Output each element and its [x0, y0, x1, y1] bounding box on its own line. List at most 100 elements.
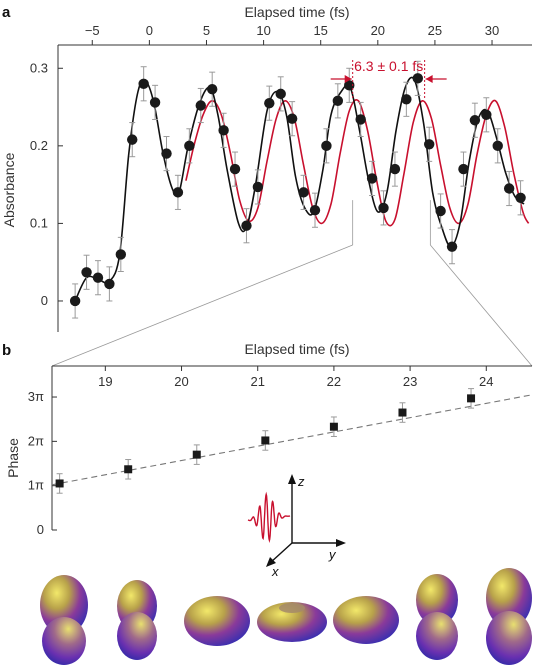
data-point-a — [104, 266, 115, 302]
data-marker — [424, 139, 435, 150]
data-marker — [366, 173, 378, 184]
data-marker — [446, 241, 458, 252]
data-point-a — [378, 190, 389, 226]
phase-marker — [192, 450, 201, 459]
absorbance-chart: Elapsed time (fs) Absorbance −5 0 5 10 15 20 2… — [1, 4, 532, 332]
red-model-curve — [185, 98, 530, 227]
data-marker — [298, 187, 309, 198]
phase-point — [192, 444, 201, 465]
orbital-7-dumbbell — [486, 568, 532, 665]
orbital-2-dumbbell — [117, 580, 157, 660]
phase-point — [398, 402, 407, 423]
data-point-a — [435, 193, 446, 229]
z-axis-letter: z — [297, 474, 305, 489]
x-axis-arrow — [269, 542, 293, 564]
data-point-a — [481, 97, 492, 133]
x-axis-label-a: Elapsed time (fs) — [244, 4, 349, 20]
data-point-a — [355, 101, 366, 138]
data-point-a — [275, 76, 286, 112]
data-point-a — [218, 112, 229, 148]
y-tick-label-b: 0 — [37, 522, 44, 537]
x-tick-label-b: 24 — [479, 374, 493, 389]
data-point-a — [138, 66, 149, 102]
data-marker — [309, 205, 321, 216]
phase-chart: Elapsed time (fs) Phase 19 20 21 22 23 24 0 1π 2… — [5, 341, 533, 537]
x-tick-label-a: 30 — [485, 23, 499, 38]
data-marker — [149, 97, 161, 108]
data-point-a — [286, 101, 298, 137]
coordinate-inset: z y x — [247, 474, 346, 579]
data-marker — [389, 163, 401, 175]
x-tick-label-a: 0 — [146, 23, 153, 38]
data-marker — [344, 80, 355, 91]
data-point-a — [344, 67, 355, 103]
data-point-a — [264, 85, 275, 121]
data-point-a — [206, 71, 218, 107]
data-marker — [252, 181, 264, 193]
orbital-row — [40, 568, 532, 665]
x-axis-label-b: Elapsed time (fs) — [244, 341, 349, 357]
data-point-a — [309, 192, 321, 228]
data-point-a — [81, 254, 92, 290]
x-tick-label-b: 21 — [250, 374, 264, 389]
y-tick-label-b: 1π — [28, 478, 44, 493]
zoom-line-left — [51, 244, 353, 367]
data-point-a — [321, 128, 332, 164]
data-marker — [503, 183, 515, 194]
data-marker — [172, 187, 184, 198]
phase-marker — [329, 422, 338, 431]
data-marker — [69, 295, 81, 307]
data-point-a — [92, 260, 104, 296]
data-marker — [161, 148, 172, 159]
y-axis-label-b: Phase — [5, 438, 21, 478]
data-marker — [481, 109, 492, 121]
y-axis-label-a: Absorbance — [1, 152, 17, 227]
data-point-a — [252, 169, 264, 205]
data-point-a — [195, 87, 206, 124]
data-point-a — [515, 180, 526, 216]
data-marker — [127, 134, 138, 145]
y-tick-label-a: 0.2 — [30, 138, 48, 153]
x-tick-label-b: 20 — [174, 374, 188, 389]
y-tick-label-b: 3π — [28, 389, 44, 404]
orbital-6-dumbbell — [416, 574, 458, 660]
data-point-a — [115, 236, 127, 272]
data-point-a — [469, 102, 481, 138]
annotation-arrowhead-left — [344, 75, 352, 83]
data-marker — [206, 84, 218, 95]
orbital-3-ellipsoid — [184, 596, 250, 646]
data-marker — [264, 97, 275, 109]
phase-marker — [124, 465, 133, 474]
data-point-a — [389, 151, 401, 187]
data-point-a — [332, 83, 344, 119]
data-point-a — [458, 151, 469, 187]
data-marker — [92, 272, 104, 283]
data-point-a — [424, 126, 435, 162]
y-tick-label-a: 0.3 — [30, 60, 48, 75]
data-marker — [241, 220, 252, 231]
x-tick-label-a: 20 — [371, 23, 385, 38]
data-marker — [458, 163, 469, 175]
data-marker — [435, 205, 446, 217]
data-marker — [332, 95, 344, 107]
x-tick-label-a: 10 — [256, 23, 270, 38]
phase-fit-line — [51, 394, 533, 486]
data-marker — [412, 73, 423, 84]
x-axis-letter: x — [271, 564, 279, 579]
y-tick-label-a: 0 — [41, 293, 48, 308]
x-tick-label-a: −5 — [85, 23, 100, 38]
data-marker — [195, 100, 206, 111]
data-marker — [138, 78, 149, 89]
data-marker — [218, 125, 229, 136]
data-point-a — [412, 60, 423, 96]
data-marker — [321, 140, 332, 152]
data-marker — [492, 140, 503, 152]
y-arrow-head — [336, 539, 346, 547]
x-tick-label-a: 15 — [313, 23, 327, 38]
data-point-a — [446, 229, 458, 265]
phase-point — [55, 473, 64, 494]
panel-a-label: a — [2, 4, 11, 21]
panel-b-label: b — [2, 342, 11, 359]
phase-marker — [261, 436, 270, 445]
